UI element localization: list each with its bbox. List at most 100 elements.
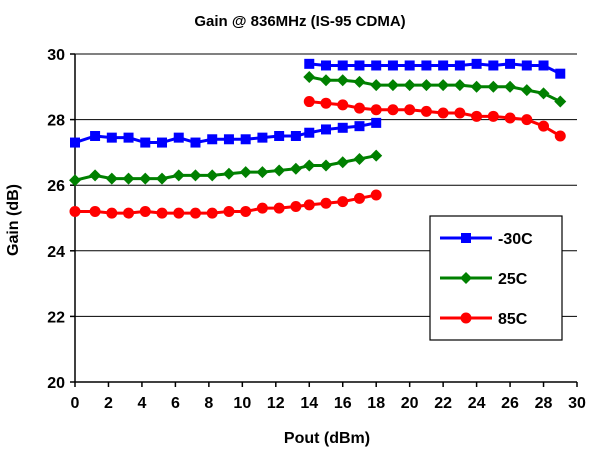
data-point [321,124,331,135]
data-point [371,117,382,128]
data-point [437,107,449,119]
data-point [353,102,365,114]
x-axis-label: Pout (dBm) [284,430,370,447]
y-tick-label: 30 [47,47,65,64]
data-point [156,172,169,185]
data-point [190,137,201,148]
data-point [240,134,251,145]
data-point [554,130,566,142]
data-point [304,58,315,69]
x-tick-label: 12 [267,395,285,412]
x-tick-label: 18 [367,395,385,412]
x-tick-label: 28 [535,395,553,412]
data-point [123,207,135,219]
data-point [304,127,315,138]
data-point [554,95,567,108]
legend-swatch-marker [461,233,471,243]
data-point [222,167,235,180]
data-point [387,104,399,116]
data-point [139,172,152,185]
data-point [370,189,382,201]
data-point [320,74,332,87]
data-point [273,164,286,177]
legend-label: 85C [498,311,528,328]
data-point [223,205,235,217]
legend-item: 25C [440,271,528,288]
series-25c [69,70,567,187]
data-point [354,60,365,71]
data-point [487,110,499,122]
data-point [70,137,80,148]
data-point [504,80,517,93]
data-point [538,120,550,132]
data-point [420,105,432,117]
legend-item: 85C [440,311,528,328]
series-line [309,62,561,76]
data-point [371,60,382,71]
data-point [470,80,483,93]
data-point [320,159,332,172]
x-tick-label: 4 [137,395,146,412]
legend-label: -30C [498,231,533,248]
data-point [337,122,348,133]
data-point [353,152,366,165]
data-point [123,132,134,143]
x-tick-label: 8 [204,395,213,412]
x-tick-label: 14 [300,395,318,412]
data-point [106,207,118,219]
data-point [403,79,416,92]
y-axis-label: Gain (dB) [5,184,22,256]
data-point [337,60,348,71]
series-line [74,154,377,182]
series-30c [70,58,566,148]
data-point [303,96,315,108]
x-tick-label: 2 [104,395,113,412]
legend-swatch-marker [460,272,472,284]
data-point [537,87,550,100]
data-point [370,79,383,92]
data-point [290,201,302,213]
data-point [320,197,332,209]
data-point [421,60,432,71]
data-point [303,70,316,83]
y-tick-label: 24 [47,244,65,261]
data-point [521,60,532,71]
legend: -30C 25C 85C [429,215,563,341]
data-point [337,99,349,111]
data-point [538,60,549,71]
data-point [336,156,349,169]
data-point [454,60,465,71]
data-point [370,104,382,116]
legend-item: -30C [440,231,533,248]
data-point [370,149,383,162]
data-point [353,75,366,88]
series-85c [69,96,566,219]
data-point [207,134,218,145]
data-point [206,169,219,182]
data-point [239,166,252,179]
data-point [404,60,415,71]
data-point [337,196,349,208]
data-point [453,79,466,92]
data-point [487,80,500,93]
data-point [89,169,102,182]
data-point [206,207,218,219]
data-point [353,192,365,204]
data-point [488,60,499,71]
data-point [139,205,151,217]
data-point [520,84,533,97]
data-point [303,199,315,211]
data-point [156,207,168,219]
data-point [354,121,365,132]
data-point [140,137,151,148]
data-point [90,131,101,141]
y-tick-label: 20 [47,375,65,392]
data-point [189,169,202,182]
data-point [256,166,269,179]
series-line [308,75,561,103]
y-tick-label: 26 [47,178,65,195]
x-tick-label: 10 [233,395,251,412]
data-point [290,131,301,141]
x-tick-label: 30 [568,395,586,412]
